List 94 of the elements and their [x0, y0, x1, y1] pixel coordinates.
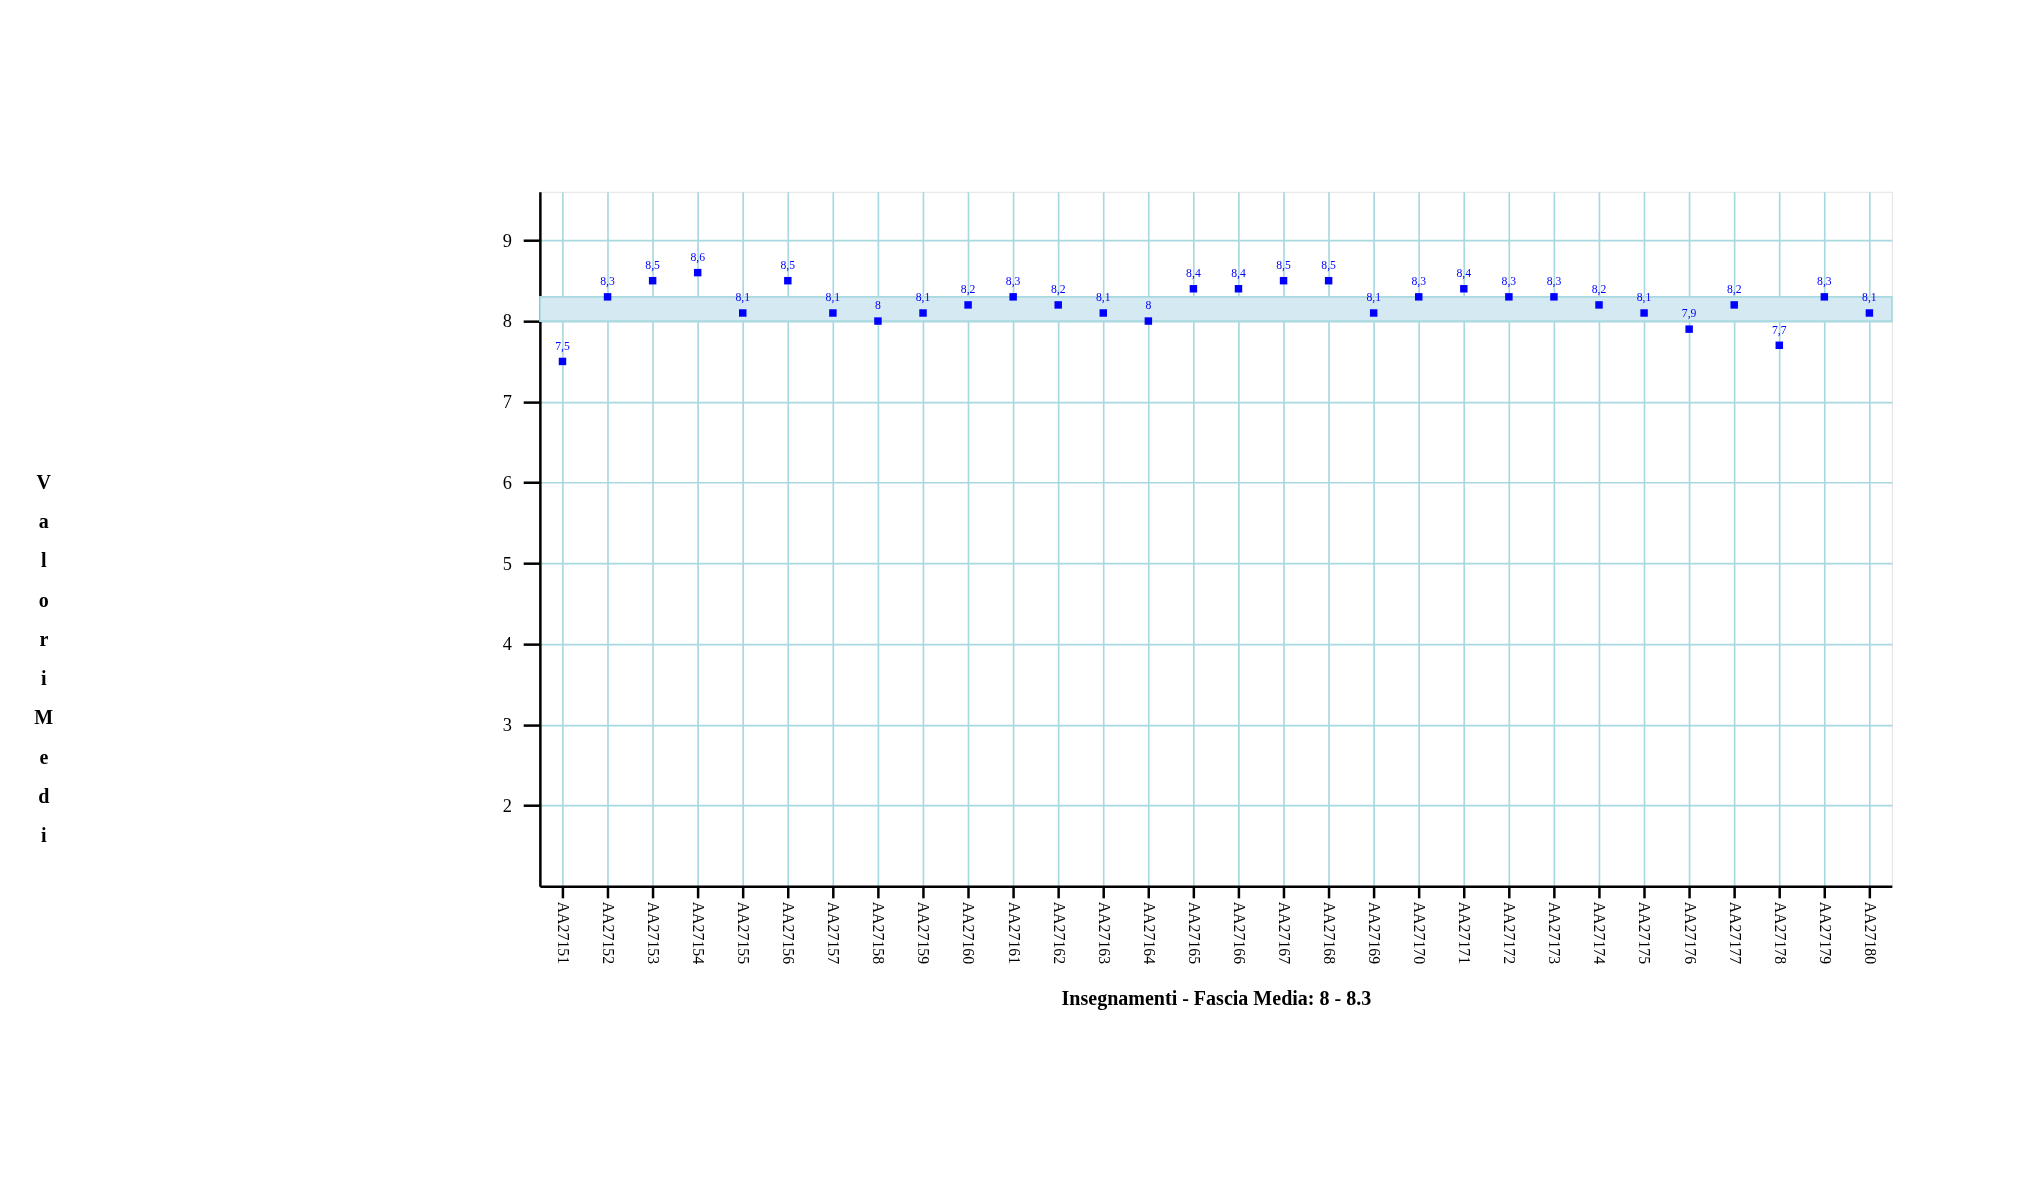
data-label: 7,7 — [1771, 323, 1787, 337]
point — [1505, 293, 1513, 301]
x-tick-label: AA27158 — [870, 901, 888, 965]
point — [964, 301, 972, 309]
point — [603, 293, 612, 301]
data-label: 8,6 — [690, 250, 706, 264]
x-tick-label: AA27170 — [1411, 901, 1429, 965]
text: Valori Medi — [34, 470, 54, 847]
data-label: 8,3 — [1546, 275, 1562, 289]
x-tick-label: AA27166 — [1230, 901, 1248, 965]
x-tick-label: AA27180 — [1861, 901, 1879, 965]
x-tick-label: AA27175 — [1636, 901, 1654, 965]
data-label: 8,5 — [1276, 259, 1292, 273]
data-label: 8,1 — [735, 291, 751, 305]
data-label: 8,3 — [1501, 275, 1517, 289]
data-label: 8,2 — [1591, 283, 1607, 297]
point — [1460, 285, 1468, 293]
x-tick-label: AA27159 — [915, 901, 933, 965]
x-tick-label: AA27167 — [1275, 901, 1293, 965]
point — [1099, 309, 1108, 317]
x-tick-label: AA27176 — [1681, 901, 1699, 965]
x-tick-label: AA27162 — [1050, 901, 1068, 965]
point — [874, 317, 882, 325]
y-tick-label: 4 — [502, 634, 512, 655]
y-tick-label: 6 — [502, 472, 512, 493]
data-label: 8,5 — [1321, 259, 1337, 273]
data-label: 8 — [1145, 299, 1152, 313]
data-label: 8,1 — [1095, 291, 1111, 305]
y-tick-label: 3 — [502, 715, 512, 736]
data-label: 8,5 — [645, 259, 661, 273]
point — [1234, 285, 1243, 293]
x-tick-label: AA27151 — [554, 901, 572, 965]
data-label: 8,4 — [1231, 267, 1246, 281]
x-axis-title: Insegnamenti - Fascia Media: 8 - 8.3 — [1061, 987, 1372, 1011]
y-tick-label: 8 — [502, 311, 512, 332]
x-tick-label: AA27173 — [1546, 901, 1564, 965]
data-label: 8,2 — [960, 283, 976, 297]
data-label: 8,1 — [1636, 291, 1652, 305]
x-tick-label: AA27153 — [645, 901, 663, 965]
point — [1640, 309, 1648, 317]
point — [1415, 293, 1423, 301]
x-tick-label: AA27179 — [1816, 901, 1834, 965]
x-tick-label: AA27161 — [1005, 901, 1023, 965]
data-label: 8,2 — [1726, 283, 1742, 297]
x-tick-label: AA27171 — [1456, 901, 1474, 965]
data-label: 8,2 — [1050, 283, 1066, 297]
point — [1009, 293, 1017, 301]
x-tick-label: AA27157 — [825, 901, 843, 965]
data-label: 8,3 — [1817, 275, 1832, 289]
x-tick-label: AA27152 — [599, 901, 617, 965]
x-tick-label: AA27172 — [1501, 901, 1519, 965]
data-label: 8,4 — [1456, 267, 1472, 281]
data-label: 8,3 — [1411, 275, 1427, 289]
y-tick-label: 5 — [502, 553, 512, 574]
data-label: 8,1 — [1862, 291, 1877, 305]
point — [1595, 301, 1603, 309]
point — [784, 276, 792, 285]
y-tick-label: 9 — [502, 230, 512, 251]
data-label: 8,1 — [1366, 291, 1382, 305]
x-tick-label: AA27156 — [780, 901, 798, 965]
point — [1054, 301, 1062, 309]
data-label: 8,5 — [780, 259, 796, 273]
point — [1730, 301, 1738, 309]
data-label: 8 — [875, 299, 882, 313]
data-label: 8,1 — [915, 291, 931, 305]
point — [1820, 293, 1829, 301]
x-tick-label: AA27174 — [1591, 901, 1609, 965]
data-label: 8,3 — [600, 275, 616, 289]
y-tick-label: 7 — [502, 392, 512, 413]
x-tick-label: AA27165 — [1185, 901, 1203, 965]
data-label: 7,9 — [1681, 307, 1697, 321]
point — [1685, 325, 1693, 333]
x-tick-label: AA27178 — [1771, 901, 1789, 965]
point — [1369, 309, 1378, 317]
point — [1144, 317, 1153, 325]
data-label: 7,5 — [555, 339, 570, 353]
point — [919, 309, 927, 317]
x-tick-label: AA27168 — [1321, 901, 1339, 965]
point — [739, 309, 747, 317]
x-tick-label: AA27169 — [1366, 901, 1384, 965]
x-tick-label: AA27155 — [735, 901, 753, 965]
point — [1550, 293, 1558, 301]
x-tick-label: AA27160 — [960, 901, 978, 965]
data-label: 8,3 — [1005, 275, 1021, 289]
data-label: 8,4 — [1186, 267, 1201, 281]
x-tick-label: AA27164 — [1140, 901, 1158, 965]
point — [829, 309, 837, 317]
data-label: 8,1 — [825, 291, 841, 305]
y-tick-label: 2 — [502, 795, 512, 816]
x-tick-label: AA27154 — [690, 901, 708, 965]
x-tick-label: AA27177 — [1726, 901, 1744, 965]
point — [1189, 285, 1198, 293]
x-tick-label: AA27163 — [1095, 901, 1113, 965]
point — [1865, 309, 1874, 317]
